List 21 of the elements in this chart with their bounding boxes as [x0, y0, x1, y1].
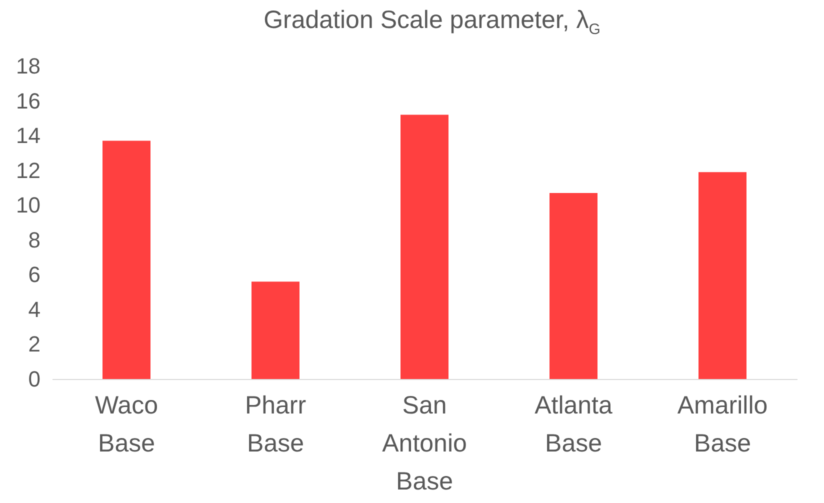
y-tick-label: 14 — [16, 123, 40, 148]
x-tick-label: Amarillo Base — [677, 392, 768, 458]
x-tick-label: Pharr Base — [244, 392, 306, 458]
bar — [400, 114, 448, 379]
chart-title: Gradation Scale parameter, λ$_{G}$ — [262, 5, 602, 40]
x-tick-label: Atlanta Base — [534, 392, 613, 458]
bar — [698, 172, 746, 379]
y-tick-label: 12 — [16, 158, 40, 183]
x-tick-label: Waco Base — [95, 392, 158, 458]
y-tick-label: 10 — [16, 192, 40, 218]
y-tick-label: 4 — [28, 296, 40, 322]
y-tick-label: 2 — [28, 332, 40, 357]
y-tick-label: 16 — [16, 88, 40, 114]
bar — [550, 192, 598, 379]
y-tick-label: 6 — [28, 262, 40, 288]
x-tick-label: San Antonio Base — [382, 392, 467, 496]
y-tick-label: 0 — [28, 366, 40, 392]
bar — [102, 140, 150, 379]
y-tick-label: 18 — [16, 54, 40, 78]
y-tick-label: 8 — [28, 227, 40, 252]
bar — [252, 282, 300, 379]
